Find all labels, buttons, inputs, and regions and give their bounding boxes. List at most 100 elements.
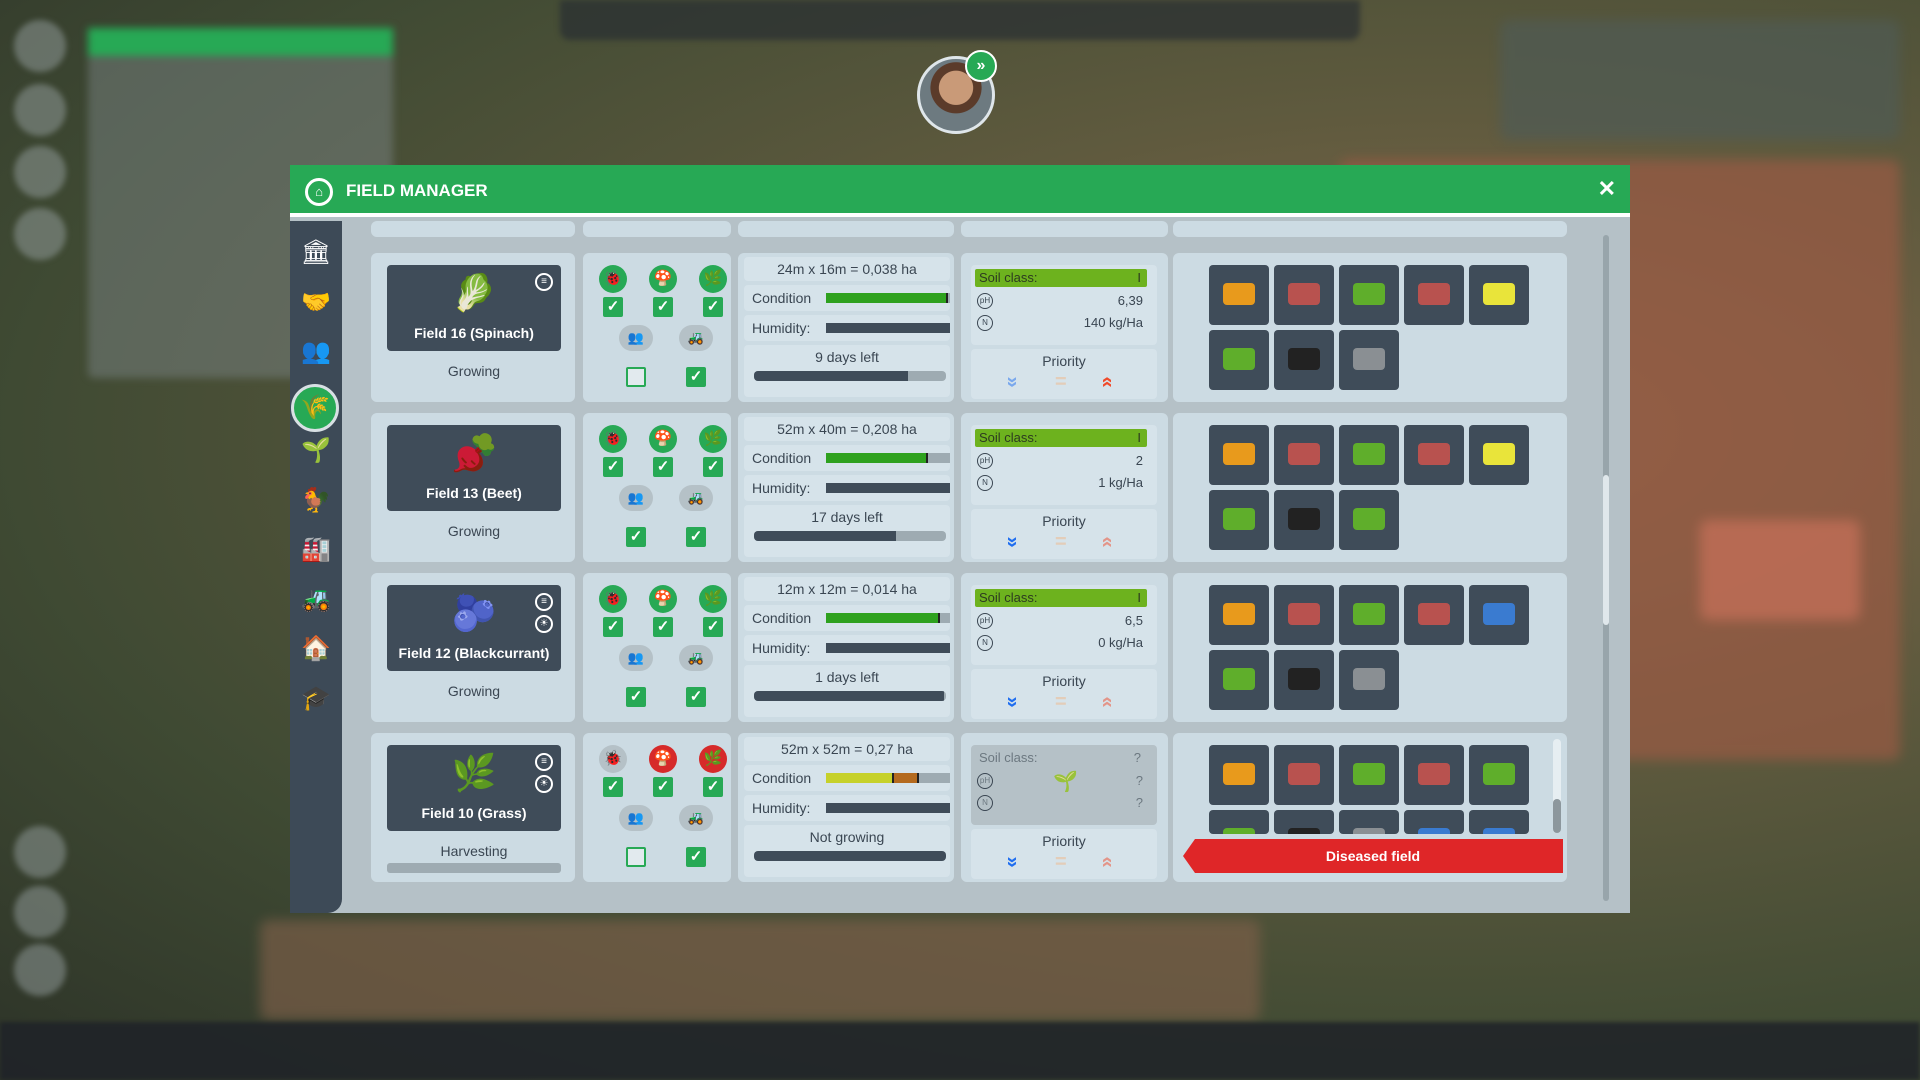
priority-high-button[interactable]: » [1095,376,1118,388]
field-card[interactable]: 🥬 Field 16 (Spinach) ≡ [387,265,561,351]
equipment-baler-black[interactable] [1274,330,1334,390]
equipment-trailer-blue[interactable] [1469,810,1529,834]
equipment-plough-red[interactable] [1274,425,1334,485]
priority-mid-button[interactable]: = [1055,371,1067,393]
rotation-icon[interactable]: ≡ [535,753,553,771]
scrollbar[interactable] [1603,235,1609,901]
priority-mid-button[interactable]: = [1055,531,1067,553]
priority-high-button[interactable]: » [1095,536,1118,548]
hud-button[interactable] [14,208,66,260]
equipment-tractor-orange[interactable] [1209,585,1269,645]
sidebar-item-greenhouse[interactable]: 🌱 [301,437,331,464]
sidebar-item-bank[interactable]: 🏛 [300,239,332,266]
protection-checkbox[interactable]: ✓ [703,777,723,797]
chevron-down-icon[interactable]: » [965,50,997,82]
hud-button[interactable] [14,826,66,878]
sidebar-item-buildings[interactable]: 🏠 [301,635,331,662]
protection-checkbox[interactable]: ✓ [653,617,673,637]
priority-low-button[interactable]: » [1001,856,1024,868]
protection-checkbox[interactable]: ✓ [703,297,723,317]
protection-checkbox[interactable]: ✓ [603,777,623,797]
hud-button[interactable] [14,886,66,938]
equipment-tractor-orange[interactable] [1209,425,1269,485]
protection-checkbox[interactable]: ✓ [603,617,623,637]
equipment-trailer-red[interactable] [1404,745,1464,805]
protection-checkbox[interactable]: ✓ [653,297,673,317]
assign-checkbox[interactable]: ✓ [686,687,706,707]
equipment-trailer-grey[interactable] [1339,650,1399,710]
equipment-cultivator-green[interactable] [1339,265,1399,325]
close-button[interactable]: ✕ [1597,176,1616,201]
equipment-plough-red[interactable] [1274,745,1334,805]
equipment-harvester-grey[interactable] [1339,810,1399,834]
priority-mid-button[interactable]: = [1055,851,1067,873]
priority-high-button[interactable]: » [1095,856,1118,868]
protection-checkbox[interactable]: ✓ [653,457,673,477]
sidebar-item-animals[interactable]: 🐓 [301,486,331,514]
priority-low-button[interactable]: » [1001,696,1024,708]
assign-checkbox[interactable] [626,367,646,387]
equipment-tractor-orange[interactable] [1209,265,1269,325]
equipment-harvester-green[interactable] [1339,490,1399,550]
diseased-field-alert[interactable]: Diseased field [1183,839,1563,873]
equipment-trailer-red[interactable] [1404,585,1464,645]
priority-mid-button[interactable]: = [1055,691,1067,713]
assign-checkbox[interactable]: ✓ [686,847,706,867]
sidebar-item-workers[interactable]: 👥 [301,338,331,365]
rotation-icon[interactable]: ≡ [535,593,553,611]
priority-high-button[interactable]: » [1095,696,1118,708]
field-card[interactable]: 🫐 Field 12 (Blackcurrant) ≡ ☀ [387,585,561,671]
equipment-sprayer-green[interactable] [1209,650,1269,710]
equipment-tractor-orange[interactable] [1209,745,1269,805]
advisor-avatar[interactable] [917,56,995,134]
equipment-trailer-red[interactable] [1404,425,1464,485]
equipment-plough-red[interactable] [1274,265,1334,325]
equipment-seeder-green[interactable] [1469,745,1529,805]
hud-button[interactable] [14,84,66,136]
protection-checkbox[interactable]: ✓ [703,617,723,637]
sun-icon[interactable]: ☀ [535,775,553,793]
scrollbar-thumb[interactable] [1603,475,1609,625]
protection-checkbox[interactable]: ✓ [703,457,723,477]
equipment-trailer-grey[interactable] [1339,330,1399,390]
equipment-seeder-blue[interactable] [1469,585,1529,645]
equipment-sprayer-green[interactable] [1209,810,1269,834]
sidebar-item-contracts[interactable]: 🤝 [301,288,331,316]
hud-button[interactable] [14,20,66,72]
field-card[interactable]: 🫜 Field 13 (Beet) [387,425,561,511]
priority-low-button[interactable]: » [1001,376,1024,388]
equipment-planter-yellow[interactable] [1469,425,1529,485]
protection-checkbox[interactable]: ✓ [603,297,623,317]
equipment-cultivator-green[interactable] [1339,585,1399,645]
equipment-baler-black[interactable] [1274,650,1334,710]
assign-checkbox[interactable]: ✓ [686,367,706,387]
priority-low-button[interactable]: » [1001,536,1024,548]
field-card[interactable]: 🌿 Field 10 (Grass) ≡ ☀ [387,745,561,831]
hud-button[interactable] [14,146,66,198]
equipment-baler-black[interactable] [1274,810,1334,834]
rotation-icon[interactable]: ≡ [535,273,553,291]
sidebar-item-education[interactable]: 🎓 [301,684,331,712]
assign-checkbox[interactable]: ✓ [626,687,646,707]
equipment-sprayer-green[interactable] [1209,490,1269,550]
equipment-cultivator-green[interactable] [1339,425,1399,485]
equipment-planter-yellow[interactable] [1469,265,1529,325]
equipment-rake-blue[interactable] [1404,810,1464,834]
assign-checkbox[interactable]: ✓ [626,527,646,547]
sidebar-item-fields[interactable]: 🌾 [291,383,339,432]
hud-button[interactable] [14,944,66,996]
sidebar-item-factory[interactable]: 🏭 [301,536,331,563]
equipment-baler-black[interactable] [1274,490,1334,550]
sidebar-item-vehicles[interactable]: 🚜 [301,585,331,613]
equipment-plough-red[interactable] [1274,585,1334,645]
equipment-trailer-red[interactable] [1404,265,1464,325]
equipment-scrollbar[interactable] [1553,739,1561,833]
assign-checkbox[interactable] [626,847,646,867]
equipment-sprayer-green[interactable] [1209,330,1269,390]
sun-icon[interactable]: ☀ [535,615,553,633]
protection-checkbox[interactable]: ✓ [653,777,673,797]
assign-checkbox[interactable]: ✓ [686,527,706,547]
protection-checkbox[interactable]: ✓ [603,457,623,477]
equipment-scrollbar-thumb[interactable] [1553,799,1561,833]
equipment-cultivator-green[interactable] [1339,745,1399,805]
